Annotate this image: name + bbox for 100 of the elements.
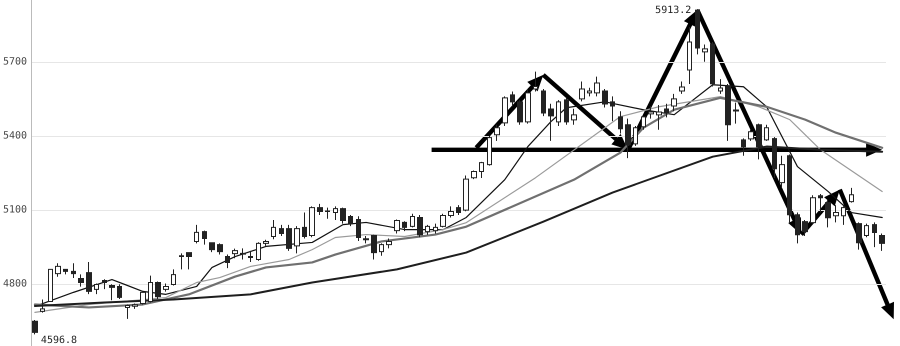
candlestick xyxy=(463,174,469,212)
candlestick xyxy=(564,97,569,126)
candlestick xyxy=(456,204,461,216)
candlestick xyxy=(795,212,800,244)
candlestick xyxy=(671,93,677,112)
candlestick xyxy=(725,84,731,142)
candlestick xyxy=(625,118,631,159)
candlestick xyxy=(764,124,769,142)
candlestick xyxy=(618,110,623,134)
candlestick xyxy=(386,238,392,249)
candlestick xyxy=(356,216,361,242)
candlestick xyxy=(733,102,739,124)
candlestick xyxy=(856,222,862,250)
candlestick xyxy=(186,252,192,270)
candlestick xyxy=(833,204,839,223)
candlestick xyxy=(333,206,338,220)
candlestick xyxy=(217,242,223,256)
candlestick xyxy=(841,206,846,226)
candlestick xyxy=(148,275,153,304)
candlestick xyxy=(302,212,307,239)
candlestick xyxy=(579,81,585,102)
candlestick xyxy=(602,88,608,108)
candlestick xyxy=(510,90,515,107)
candlestick xyxy=(702,44,708,62)
candlestick xyxy=(117,284,122,300)
candlestick xyxy=(271,219,276,240)
candlestick xyxy=(502,96,508,127)
candlestick xyxy=(232,248,238,259)
candlestick xyxy=(633,126,638,146)
y-tick-label: 5100 xyxy=(2,204,28,216)
candlestick xyxy=(125,304,130,320)
candlestick xyxy=(325,207,330,220)
candlestick xyxy=(86,261,92,295)
candlestick xyxy=(641,116,646,130)
candlestick xyxy=(55,262,61,278)
candlestick xyxy=(171,268,176,286)
candlestick xyxy=(825,200,831,228)
candlestick xyxy=(240,248,246,260)
candlestick xyxy=(864,223,869,238)
candlestick xyxy=(571,108,577,126)
candlestick xyxy=(879,233,885,252)
y-tick-label: 5700 xyxy=(2,56,28,68)
candlestick xyxy=(610,96,615,122)
candlestick xyxy=(425,224,430,236)
candlestick xyxy=(225,254,230,269)
candlestick xyxy=(163,282,169,292)
annotation: 5913.2 xyxy=(655,5,692,16)
candlestick xyxy=(410,213,415,228)
candlestick xyxy=(317,203,323,216)
candlestick xyxy=(656,104,662,130)
candlestick xyxy=(402,220,407,232)
candlestick xyxy=(664,103,669,118)
y-tick-label: 4800 xyxy=(2,278,28,290)
candlestick xyxy=(440,213,446,228)
candlestick xyxy=(779,155,785,188)
candlestick xyxy=(487,135,492,166)
candlestick xyxy=(363,236,369,244)
candlestick xyxy=(248,250,253,262)
candlestick xyxy=(525,88,531,124)
candlestick xyxy=(256,242,261,262)
candlestick xyxy=(494,124,500,142)
candlestick xyxy=(194,224,199,244)
candlestick xyxy=(679,81,685,94)
candlestick xyxy=(710,42,715,87)
candlestick xyxy=(379,242,384,256)
candlestick xyxy=(448,206,454,218)
candlestick xyxy=(587,87,592,97)
candlestick xyxy=(155,280,161,300)
candlestick xyxy=(849,187,854,204)
candlestick xyxy=(348,214,353,227)
candlestick xyxy=(872,222,877,248)
candlestick xyxy=(648,106,654,120)
candlestick xyxy=(517,100,523,126)
candlestick xyxy=(695,8,700,55)
candlestick xyxy=(63,268,68,275)
candlestick xyxy=(179,252,184,270)
candlestick xyxy=(309,206,315,238)
candlestick xyxy=(433,223,438,234)
candlestick xyxy=(94,282,99,295)
candlestick xyxy=(48,268,53,303)
candlestick xyxy=(718,78,723,94)
candlestick xyxy=(594,76,600,97)
candlestick xyxy=(687,26,692,85)
candlestick xyxy=(787,154,792,223)
candlestick xyxy=(479,161,484,178)
candlestick xyxy=(541,88,546,117)
candlestick xyxy=(802,219,808,237)
candlestick xyxy=(394,218,400,234)
annotation: 4596.8 xyxy=(40,335,78,346)
candlestick xyxy=(340,207,346,224)
candlestick xyxy=(294,226,300,254)
candlestick xyxy=(202,230,207,246)
candlestick xyxy=(286,224,292,252)
candlestick xyxy=(263,239,269,246)
candlestick xyxy=(32,320,38,335)
candlestick xyxy=(78,274,84,288)
candlestick xyxy=(548,103,554,142)
candlestick xyxy=(748,129,754,142)
candlestick xyxy=(818,194,823,214)
candlestick xyxy=(810,194,816,224)
